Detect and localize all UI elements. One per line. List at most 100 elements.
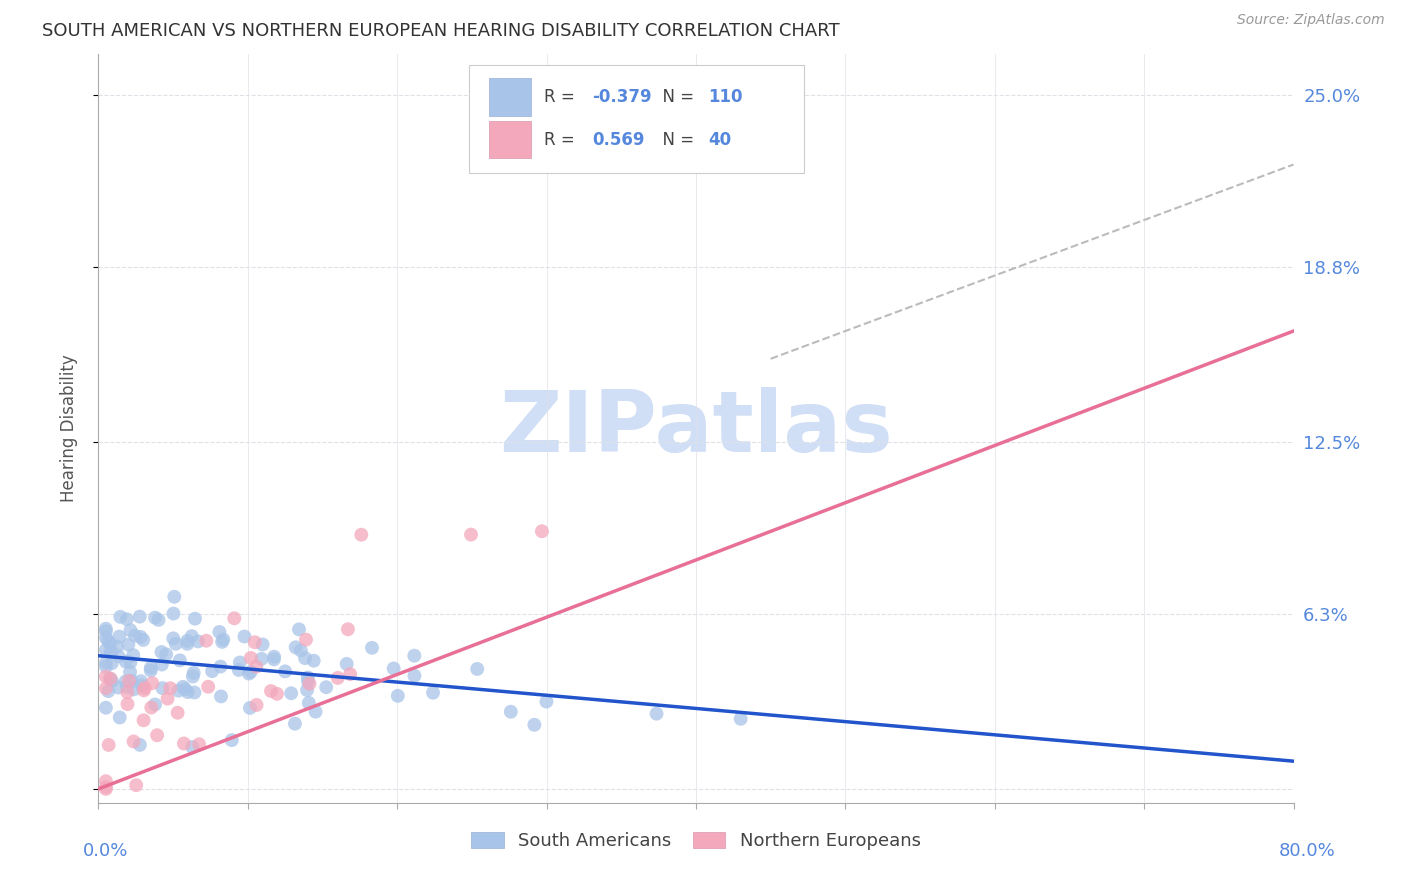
Point: [201, 664, 224, 678]
Text: N =: N =: [652, 131, 695, 149]
Point: [302, 654, 325, 668]
Point: [150, 645, 173, 659]
Point: [155, 648, 177, 662]
FancyBboxPatch shape: [489, 121, 531, 159]
Point: [238, 666, 260, 681]
Point: [125, 778, 148, 792]
Point: [298, 676, 321, 690]
Point: [404, 648, 426, 663]
Point: [243, 635, 266, 649]
Point: [108, 710, 131, 724]
Text: 80.0%: 80.0%: [1279, 842, 1336, 860]
Point: [131, 678, 153, 692]
Text: Source: ZipAtlas.com: Source: ZipAtlas.com: [1237, 13, 1385, 28]
Point: [139, 664, 162, 678]
Point: [122, 682, 145, 697]
Point: [188, 737, 211, 751]
Point: [94, 781, 117, 796]
Point: [284, 640, 307, 655]
Point: [132, 632, 155, 647]
Point: [115, 680, 138, 694]
Point: [107, 681, 129, 695]
Point: [94, 681, 117, 696]
Point: [460, 527, 482, 541]
Point: [176, 633, 198, 648]
Point: [94, 656, 117, 670]
Point: [404, 669, 426, 683]
Point: [172, 680, 194, 694]
Point: [181, 739, 204, 754]
Point: [212, 632, 235, 647]
Text: 110: 110: [709, 88, 742, 106]
Point: [107, 649, 129, 664]
FancyBboxPatch shape: [489, 78, 531, 116]
Point: [239, 665, 262, 679]
Point: [266, 687, 288, 701]
Point: [128, 738, 150, 752]
Point: [297, 671, 319, 685]
Point: [499, 705, 522, 719]
Point: [143, 610, 166, 624]
Point: [124, 629, 146, 643]
Point: [295, 632, 318, 647]
Point: [645, 706, 668, 721]
Point: [167, 683, 190, 698]
Y-axis label: Hearing Disability: Hearing Disability: [59, 354, 77, 502]
Point: [120, 624, 142, 638]
Point: [208, 624, 231, 639]
Point: [252, 637, 274, 651]
Point: [183, 685, 205, 699]
Point: [117, 638, 139, 652]
Point: [146, 728, 169, 742]
Point: [100, 645, 122, 659]
Point: [100, 672, 122, 686]
Point: [197, 680, 219, 694]
Point: [326, 671, 349, 685]
Text: 0.0%: 0.0%: [83, 842, 128, 860]
Point: [290, 643, 312, 657]
Point: [730, 712, 752, 726]
Point: [139, 661, 162, 675]
Point: [315, 680, 337, 694]
Point: [295, 683, 318, 698]
Point: [105, 640, 128, 654]
Text: SOUTH AMERICAN VS NORTHERN EUROPEAN HEARING DISABILITY CORRELATION CHART: SOUTH AMERICAN VS NORTHERN EUROPEAN HEAR…: [42, 22, 839, 40]
Point: [117, 697, 139, 711]
Point: [94, 774, 117, 789]
Point: [163, 590, 186, 604]
Point: [382, 661, 405, 675]
Point: [156, 691, 179, 706]
Point: [132, 683, 155, 698]
Point: [97, 634, 120, 648]
Point: [176, 637, 198, 651]
Point: [274, 665, 297, 679]
Point: [239, 701, 262, 715]
Point: [239, 651, 262, 665]
Point: [224, 611, 246, 625]
Point: [245, 659, 267, 673]
Point: [115, 655, 138, 669]
Point: [250, 652, 273, 666]
Point: [169, 653, 191, 667]
Point: [132, 713, 155, 727]
Text: -0.379: -0.379: [592, 88, 651, 106]
Point: [98, 672, 121, 686]
Point: [129, 674, 152, 689]
Point: [288, 623, 311, 637]
Point: [387, 689, 409, 703]
Point: [536, 695, 558, 709]
FancyBboxPatch shape: [470, 65, 804, 173]
Point: [221, 733, 243, 747]
Point: [195, 633, 218, 648]
Text: 0.569: 0.569: [592, 131, 644, 149]
Point: [122, 648, 145, 662]
Point: [152, 681, 174, 695]
Point: [181, 669, 204, 683]
Point: [336, 622, 359, 636]
Text: R =: R =: [544, 88, 575, 106]
Point: [101, 673, 124, 688]
Point: [263, 649, 285, 664]
Point: [120, 665, 142, 679]
Point: [122, 734, 145, 748]
Point: [523, 718, 546, 732]
